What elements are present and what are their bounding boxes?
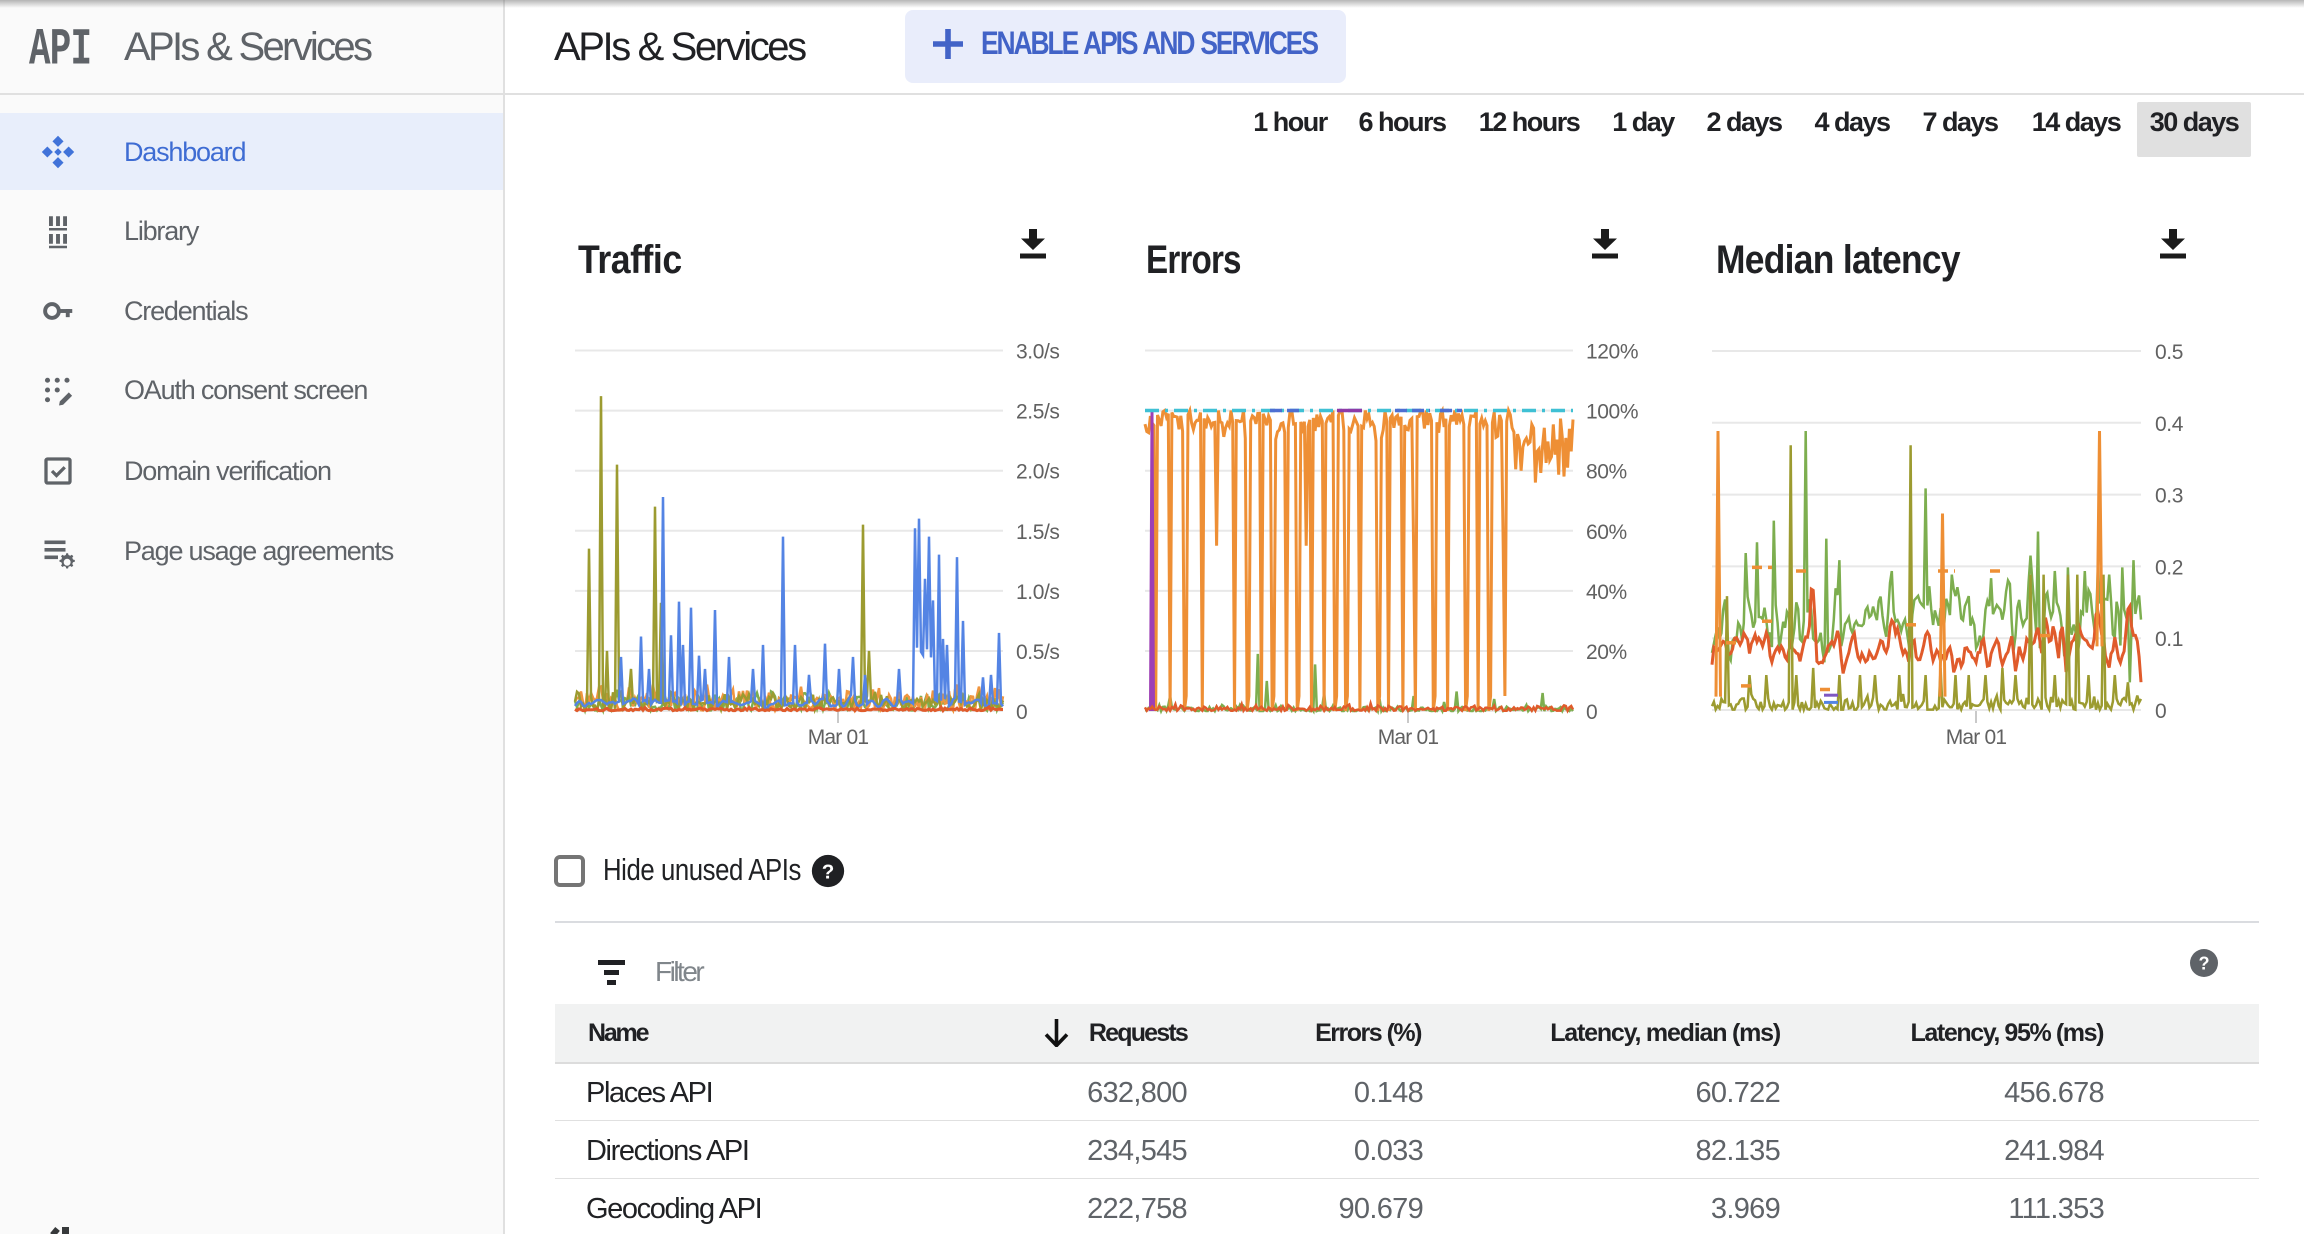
svg-text:20%: 20% xyxy=(1586,641,1627,664)
svg-text:2.0/s: 2.0/s xyxy=(1016,461,1060,484)
svg-text:40%: 40% xyxy=(1586,581,1627,604)
svg-text:0.4: 0.4 xyxy=(2155,413,2184,436)
svg-text:60%: 60% xyxy=(1586,521,1627,544)
svg-text:120%: 120% xyxy=(1586,341,1638,364)
svg-text:0.1: 0.1 xyxy=(2155,628,2183,651)
svg-text:0: 0 xyxy=(2155,700,2166,723)
svg-text:0.3: 0.3 xyxy=(2155,485,2183,508)
svg-text:0: 0 xyxy=(1586,701,1597,724)
svg-text:100%: 100% xyxy=(1586,401,1638,424)
svg-text:80%: 80% xyxy=(1586,461,1627,484)
svg-text:Mar 01: Mar 01 xyxy=(1378,726,1439,749)
svg-text:Mar 01: Mar 01 xyxy=(1946,726,2007,749)
svg-text:0.2: 0.2 xyxy=(2155,556,2183,579)
svg-text:Mar 01: Mar 01 xyxy=(808,726,869,749)
svg-text:0.5/s: 0.5/s xyxy=(1016,641,1060,664)
svg-text:1.5/s: 1.5/s xyxy=(1016,521,1060,544)
svg-text:0.5: 0.5 xyxy=(2155,341,2183,364)
svg-text:?: ? xyxy=(2198,954,2209,974)
svg-text:3.0/s: 3.0/s xyxy=(1016,341,1060,364)
svg-text:2.5/s: 2.5/s xyxy=(1016,401,1060,424)
svg-text:?: ? xyxy=(822,861,835,884)
svg-text:1.0/s: 1.0/s xyxy=(1016,581,1060,604)
svg-text:0: 0 xyxy=(1016,701,1027,724)
